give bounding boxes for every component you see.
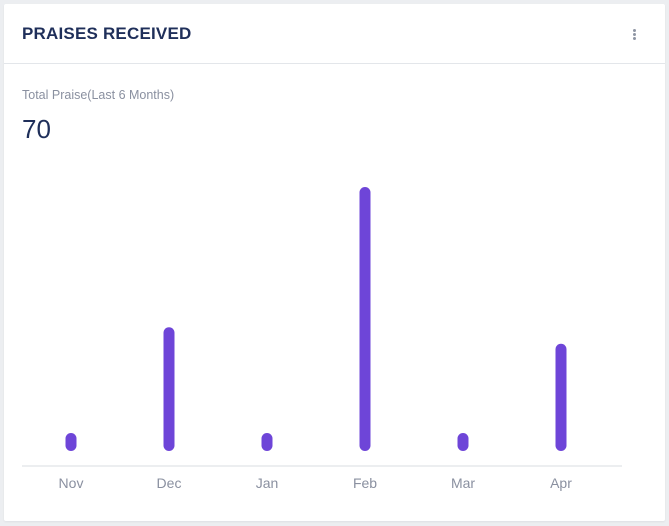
praise-bar-chart: Nov Dec Jan Feb Mar Apr xyxy=(22,187,622,491)
total-praise-label: Total Praise(Last 6 Months) xyxy=(22,88,175,102)
x-tick-labels: Nov Dec Jan Feb Mar Apr xyxy=(59,475,573,491)
bar-series xyxy=(65,187,567,451)
bar-apr[interactable] xyxy=(555,343,567,451)
bar-nov[interactable] xyxy=(65,433,77,451)
x-tick-label-apr: Apr xyxy=(550,475,572,491)
x-tick-label-nov: Nov xyxy=(59,475,84,491)
bar-mar[interactable] xyxy=(457,433,469,451)
total-praise-value: 70 xyxy=(22,114,51,144)
bar-feb[interactable] xyxy=(359,187,371,451)
x-tick-label-jan: Jan xyxy=(256,475,279,491)
kebab-menu-icon[interactable] xyxy=(624,22,644,46)
bar-dec[interactable] xyxy=(163,327,175,451)
x-tick-label-mar: Mar xyxy=(451,475,475,491)
bar-jan[interactable] xyxy=(261,433,273,451)
card-title: PRAISES RECEIVED xyxy=(22,24,192,43)
card-header: PRAISES RECEIVED xyxy=(4,4,665,64)
x-tick-label-feb: Feb xyxy=(353,475,377,491)
x-tick-label-dec: Dec xyxy=(157,475,182,491)
praises-received-card: PRAISES RECEIVED Total Praise(Last 6 Mon… xyxy=(4,4,665,521)
